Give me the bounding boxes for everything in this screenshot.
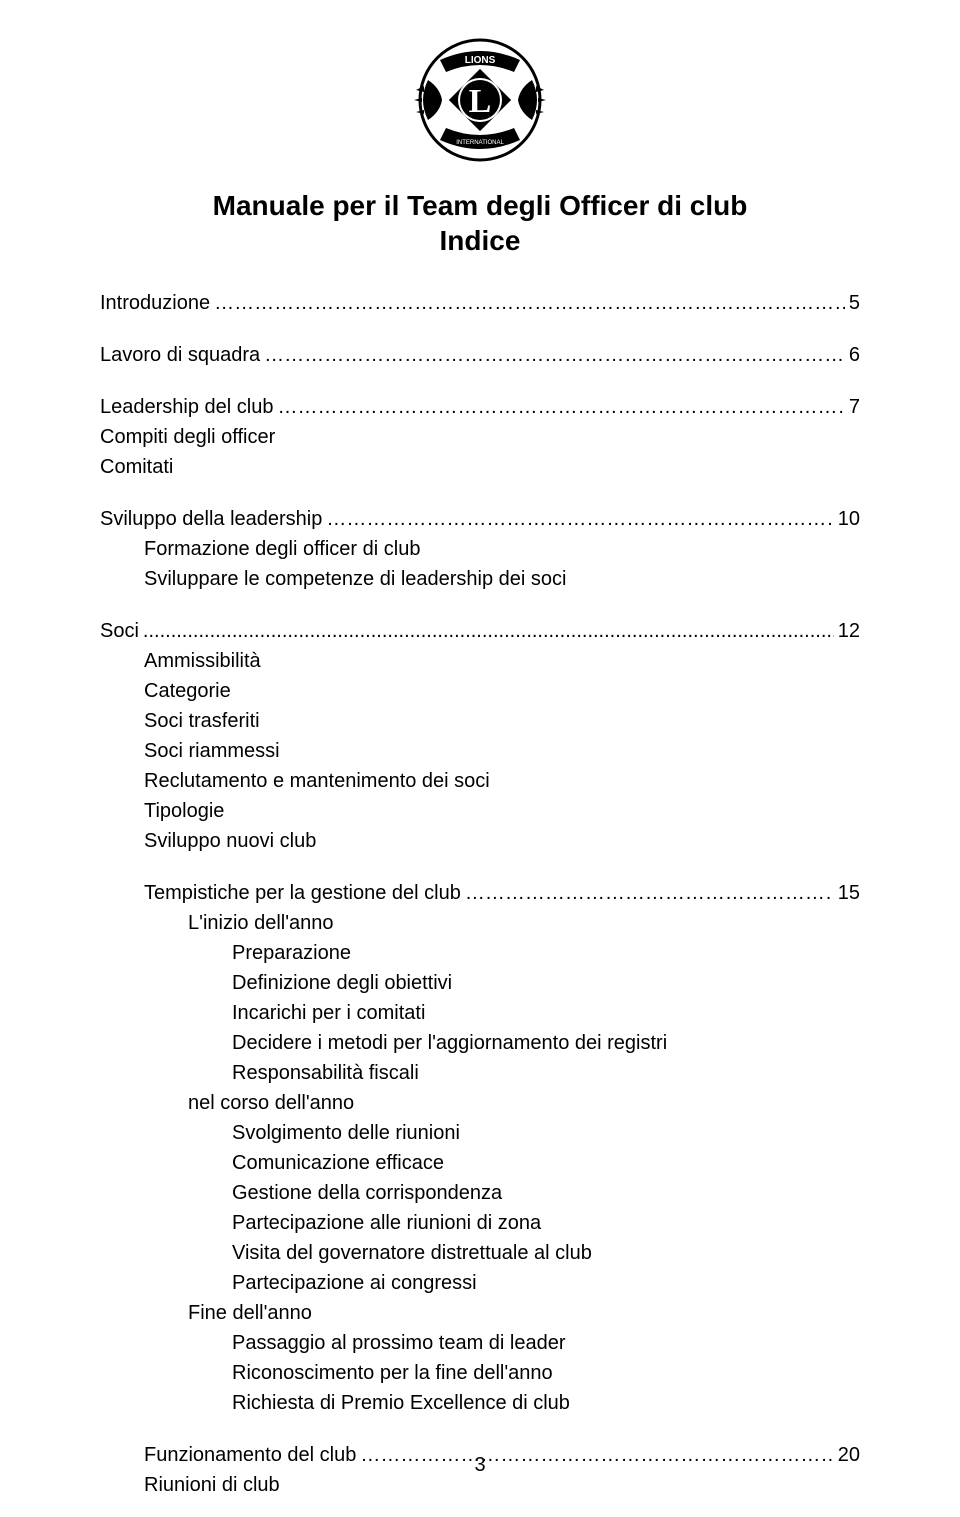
toc-row-incarichi: Incarichi per i comitati <box>232 998 860 1028</box>
doc-title: Manuale per il Team degli Officer di clu… <box>100 188 860 223</box>
toc-page: 6 <box>849 340 860 370</box>
toc-leader <box>277 392 844 422</box>
toc-label: Soci <box>100 616 139 646</box>
toc-row-sviluppo-nuovi: Sviluppo nuovi club <box>144 826 860 856</box>
toc-row-leadership-club: Leadership del club 7 <box>100 392 860 422</box>
toc-row-comunicazione: Comunicazione efficace <box>232 1148 860 1178</box>
toc-row-riammessi: Soci riammessi <box>144 736 860 766</box>
toc-leader <box>326 504 833 534</box>
toc-row-sviluppare-comp: Sviluppare le competenze di leadership d… <box>144 564 860 594</box>
toc-page: 5 <box>849 288 860 318</box>
toc-row-ammissibilita: Ammissibilità <box>144 646 860 676</box>
doc-subtitle: Indice <box>100 223 860 258</box>
toc-row-riconoscimento: Riconoscimento per la fine dell'anno <box>232 1358 860 1388</box>
toc-label: Leadership del club <box>100 392 273 422</box>
toc-row-gestione-corr: Gestione della corrispondenza <box>232 1178 860 1208</box>
toc-row-passaggio: Passaggio al prossimo team di leader <box>232 1328 860 1358</box>
toc-row-lavoro: Lavoro di squadra 6 <box>100 340 860 370</box>
toc-row-categorie: Categorie <box>144 676 860 706</box>
toc-row-reclutamento: Reclutamento e mantenimento dei soci <box>144 766 860 796</box>
toc-row-soci: Soci 12 <box>100 616 860 646</box>
lions-logo: LIONS INTERNATIONAL L <box>410 30 550 170</box>
toc-row-compiti: Compiti degli officer <box>100 422 860 452</box>
toc-row-part-congressi: Partecipazione ai congressi <box>232 1268 860 1298</box>
toc-row-inizio-anno: L'inizio dell'anno <box>188 908 860 938</box>
toc-page: 7 <box>849 392 860 422</box>
toc-leader <box>143 616 834 646</box>
page-number: 3 <box>0 1454 960 1477</box>
toc-page: 12 <box>838 616 860 646</box>
toc-row-tempistiche: Tempistiche per la gestione del club 15 <box>144 878 860 908</box>
svg-text:INTERNATIONAL: INTERNATIONAL <box>456 140 504 146</box>
svg-text:LIONS: LIONS <box>465 55 496 66</box>
toc-row-preparazione: Preparazione <box>232 938 860 968</box>
toc-row-richiesta-premio: Richiesta di Premio Excellence di club <box>232 1388 860 1418</box>
toc-row-tipologie: Tipologie <box>144 796 860 826</box>
svg-text:L: L <box>469 83 492 120</box>
toc-row-decidere: Decidere i metodi per l'aggiornamento de… <box>232 1028 860 1058</box>
logo-container: LIONS INTERNATIONAL L <box>100 30 860 170</box>
document-page: LIONS INTERNATIONAL L <box>0 0 960 1517</box>
toc-leader <box>465 878 834 908</box>
toc-row-introduzione: Introduzione 5 <box>100 288 860 318</box>
toc-row-comitati: Comitati <box>100 452 860 482</box>
title-block: Manuale per il Team degli Officer di clu… <box>100 188 860 258</box>
toc-row-resp-fiscali: Responsabilità fiscali <box>232 1058 860 1088</box>
toc-page: 15 <box>838 878 860 908</box>
toc-label: Tempistiche per la gestione del club <box>144 878 461 908</box>
toc-leader <box>214 288 845 318</box>
toc-row-fine-anno: Fine dell'anno <box>188 1298 860 1328</box>
toc-row-sviluppo-leadership: Sviluppo della leadership 10 <box>100 504 860 534</box>
toc-label: Introduzione <box>100 288 210 318</box>
toc-label: Lavoro di squadra <box>100 340 260 370</box>
toc-row-definizione: Definizione degli obiettivi <box>232 968 860 998</box>
toc-label: Sviluppo della leadership <box>100 504 322 534</box>
toc-page: 10 <box>838 504 860 534</box>
toc-row-formazione: Formazione degli officer di club <box>144 534 860 564</box>
toc-row-trasferiti: Soci trasferiti <box>144 706 860 736</box>
toc-leader <box>264 340 845 370</box>
toc-row-corso-anno: nel corso dell'anno <box>188 1088 860 1118</box>
toc-row-visita-gov: Visita del governatore distrettuale al c… <box>232 1238 860 1268</box>
toc-row-svolgimento: Svolgimento delle riunioni <box>232 1118 860 1148</box>
toc-row-part-zona: Partecipazione alle riunioni di zona <box>232 1208 860 1238</box>
